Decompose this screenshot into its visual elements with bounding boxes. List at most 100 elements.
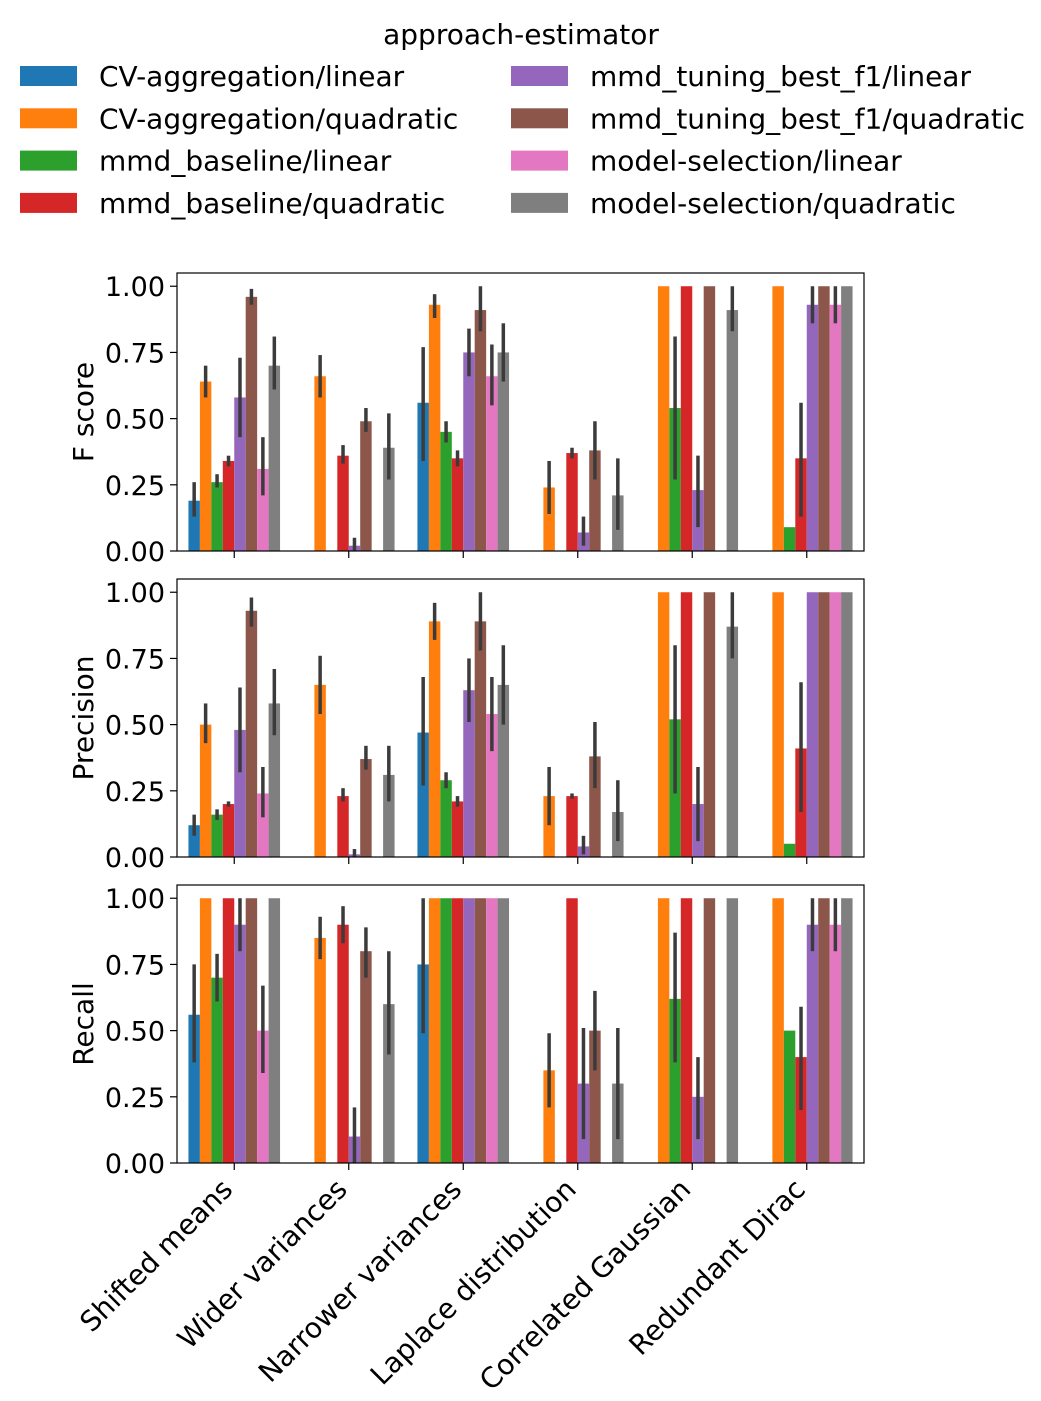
y-tick-label: 0.25: [105, 1083, 165, 1114]
y-tick-label: 0.00: [105, 1149, 165, 1180]
y-tick-label: 0.75: [105, 338, 165, 369]
legend-label: model-selection/quadratic: [590, 187, 956, 220]
y-tick-label: 1.00: [105, 578, 165, 609]
legend: approach-estimator CV-aggregation/linear…: [20, 18, 1025, 220]
x-tick-label: Correlated Gaussian: [473, 1173, 697, 1397]
bar: [474, 310, 487, 551]
bar: [680, 286, 693, 551]
bar: [703, 592, 716, 857]
bar: [268, 365, 281, 551]
bar: [451, 801, 464, 857]
bar: [417, 732, 429, 857]
bar: [234, 729, 246, 857]
bar: [199, 898, 212, 1163]
bar: [188, 500, 200, 551]
bar: [428, 898, 441, 1163]
bar: [703, 286, 716, 551]
bar: [566, 796, 578, 857]
bar: [199, 724, 212, 857]
bar: [245, 610, 258, 857]
bar: [669, 998, 681, 1163]
bar: [657, 898, 670, 1163]
legend-label: mmd_tuning_best_f1/quadratic: [590, 102, 1025, 135]
legend-swatch: [511, 192, 568, 213]
bar: [360, 421, 372, 551]
bar: [589, 756, 601, 857]
legend-item: CV-aggregation/quadratic: [20, 102, 458, 135]
bar: [543, 796, 555, 857]
y-tick-label: 0.75: [105, 950, 165, 981]
bar: [463, 898, 475, 1163]
legend-item: mmd_tuning_best_f1/quadratic: [511, 102, 1025, 135]
bar: [383, 774, 395, 857]
bar: [314, 376, 326, 551]
bar: [543, 1070, 555, 1163]
y-tick-label: 0.50: [105, 711, 165, 742]
bar: [486, 376, 498, 551]
x-tick-label: Narrower variances: [252, 1173, 468, 1389]
bar: [440, 898, 452, 1163]
y-tick-label: 0.25: [105, 777, 165, 808]
bar: [360, 951, 372, 1163]
bar: [680, 592, 693, 857]
x-tick-label: Laplace distribution: [364, 1173, 583, 1392]
bar: [486, 898, 498, 1163]
bar: [841, 592, 853, 857]
bar: [314, 937, 326, 1163]
y-tick-label: 0.25: [105, 471, 165, 502]
bar: [818, 898, 830, 1163]
bar: [657, 592, 670, 857]
bar: [497, 898, 510, 1163]
plot-frame: [176, 578, 865, 858]
legend-label: model-selection/linear: [590, 145, 902, 178]
bar: [829, 592, 842, 857]
bar: [211, 814, 223, 857]
bar: [257, 468, 269, 551]
plot-frame: [176, 272, 865, 552]
bar: [337, 455, 349, 551]
bar: [337, 796, 349, 857]
bar: [451, 898, 464, 1163]
bar: [360, 759, 372, 857]
y-tick-label: 0.50: [105, 1017, 165, 1048]
bar: [806, 592, 819, 857]
panel-recall: 0.00 0.25 0.50 0.75 1.00 Recall: [67, 884, 865, 1180]
legend-swatch: [20, 108, 77, 129]
legend-item: mmd_baseline/linear: [20, 145, 392, 178]
y-tick-label: 0.00: [105, 537, 165, 568]
legend-item: mmd_baseline/quadratic: [20, 187, 445, 220]
y-axis-label: Recall: [67, 982, 100, 1066]
legend-swatch: [20, 150, 77, 171]
bar: [726, 898, 739, 1163]
legend-label: mmd_tuning_best_f1/linear: [590, 60, 971, 93]
bar: [474, 621, 487, 857]
legend-swatch: [511, 66, 568, 86]
y-tick-label: 0.00: [105, 843, 165, 874]
bar: [211, 977, 223, 1163]
bar: [188, 1014, 200, 1163]
y-tick-label: 1.00: [105, 272, 165, 303]
bar: [772, 286, 784, 551]
legend-swatch: [511, 150, 568, 171]
legend-swatch: [20, 66, 77, 86]
bar: [383, 1004, 395, 1163]
bar: [337, 924, 349, 1163]
bar: [783, 527, 796, 551]
bar: [772, 592, 784, 857]
bar: [589, 450, 601, 551]
y-axis-label: Precision: [67, 656, 100, 781]
legend-swatch: [511, 108, 568, 129]
plot-frame: [176, 884, 865, 1164]
legend-title: approach-estimator: [383, 18, 659, 51]
bar: [211, 482, 223, 551]
bar: [222, 460, 235, 551]
bar: [440, 431, 452, 551]
bar: [257, 793, 269, 857]
bar: [829, 304, 842, 551]
y-tick-label: 1.00: [105, 884, 165, 915]
bar: [268, 703, 281, 857]
bar: [818, 286, 830, 551]
y-axis-label: F score: [67, 362, 100, 462]
bar: [222, 804, 235, 857]
bar: [680, 898, 693, 1163]
